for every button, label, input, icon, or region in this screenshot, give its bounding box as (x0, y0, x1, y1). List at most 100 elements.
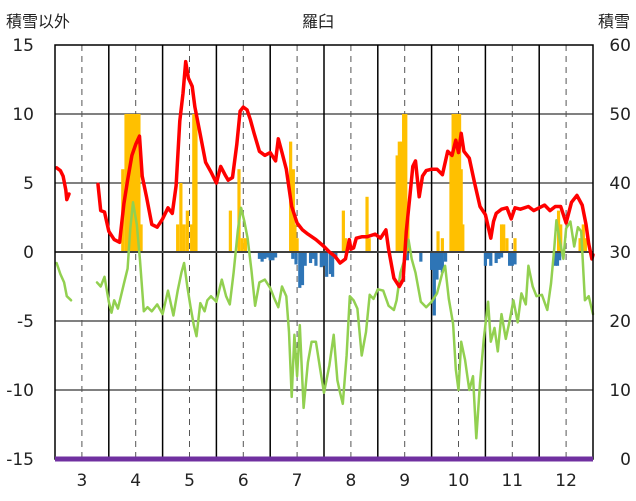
snow-bar-positive (449, 155, 453, 252)
snow-bar-negative (268, 252, 272, 261)
right-tick-label: 20 (609, 312, 631, 332)
left-tick-label: 0 (23, 243, 34, 263)
snow-bar-positive (194, 114, 198, 252)
chart-title: 羅臼 (302, 12, 334, 31)
x-tick-label: 6 (238, 471, 249, 491)
right-tick-label: 30 (609, 243, 631, 263)
right-tick-label: 60 (609, 36, 631, 56)
snow-bar-positive (581, 224, 585, 252)
x-tick-label: 8 (345, 471, 356, 491)
series-line-red (96, 59, 595, 289)
plot-frame (54, 44, 594, 462)
snow-bar-negative (405, 252, 409, 261)
snow-bar-positive (237, 169, 241, 252)
snow-bar-negative (558, 252, 562, 261)
snow-bar-positive (453, 114, 457, 252)
x-tick-label: 5 (184, 471, 195, 491)
x-tick-label: 10 (448, 471, 470, 491)
snow-bar-negative (553, 252, 557, 266)
right-tick-label: 0 (620, 450, 631, 470)
snow-bar-positive (240, 238, 244, 252)
left-tick-label: 5 (23, 174, 34, 194)
right-tick-label: 10 (609, 381, 631, 401)
snow-bar-positive (451, 114, 455, 252)
left-tick-label: -10 (6, 381, 34, 401)
x-tick-label: 7 (292, 471, 303, 491)
snow-bar-positive (290, 210, 294, 252)
snow-bar-positive (399, 141, 404, 252)
snow-bar-negative (430, 252, 434, 270)
snow-bar-positive (505, 238, 509, 252)
right-tick-label: 40 (609, 174, 631, 194)
snow-bar-positive (513, 238, 517, 252)
snow-bar-positive (343, 238, 348, 252)
snow-bar-positive (367, 238, 371, 252)
x-tick-label: 12 (555, 471, 577, 491)
snow-bar-negative (419, 252, 423, 262)
snow-bar-positive (459, 169, 463, 252)
snow-bar-negative (263, 252, 267, 259)
snow-bar-negative (273, 252, 278, 258)
snow-bar-positive (133, 114, 137, 252)
snow-bar-positive (135, 114, 139, 252)
snow-bar-positive (436, 231, 440, 252)
snow-bar-positive (457, 114, 462, 252)
snow-bar-negative (432, 252, 436, 316)
snow-bar-negative (494, 252, 498, 264)
snow-bar-positive (455, 114, 460, 252)
left-tick-label: 10 (12, 105, 34, 125)
right-tick-label: 50 (609, 105, 631, 125)
snow-bar-positive (243, 238, 248, 252)
snow-bar-negative (314, 252, 318, 266)
snow-bar-negative (499, 252, 504, 258)
snow-bar-negative (440, 252, 444, 273)
snow-bar-negative (435, 252, 439, 280)
snow-bar-positive (440, 238, 444, 252)
snow-bar-negative (438, 252, 442, 270)
snow-bar-positive (137, 114, 141, 252)
x-tick-label: 11 (501, 471, 523, 491)
series-line-green (55, 261, 73, 302)
snow-bar-negative (510, 252, 514, 266)
snow-bar-positive (395, 155, 399, 252)
snow-bar-positive (130, 114, 135, 252)
snow-bar-positive (228, 210, 232, 252)
snow-bar-positive (293, 224, 297, 252)
snow-bar-positive (176, 224, 180, 252)
snow-bar-negative (486, 252, 490, 259)
snow-bar-positive (185, 210, 189, 252)
series-line-green (95, 201, 595, 440)
snow-bar-negative (555, 252, 560, 266)
snow-bar-positive (182, 224, 186, 252)
snow-bar-negative (489, 252, 493, 266)
snow-bar-negative (298, 252, 302, 288)
snow-bar-positive (461, 224, 465, 252)
snow-bar-positive (397, 141, 401, 252)
x-tick-label: 4 (130, 471, 141, 491)
snow-bar-positive (583, 238, 588, 252)
snow-bar-negative (257, 252, 262, 259)
snow-bar-negative (294, 252, 298, 265)
snow-bar-positive (179, 183, 183, 252)
snow-bar-positive (499, 224, 504, 252)
x-tick-label: 9 (399, 471, 410, 491)
snow-bar-positive (402, 114, 406, 252)
snow-bar-negative (328, 252, 333, 275)
snow-bar-positive (190, 224, 194, 252)
snow-bar-negative (483, 252, 487, 266)
snow-bar-positive (341, 210, 345, 252)
snow-bar-negative (291, 252, 295, 259)
line-series (54, 59, 595, 440)
snow-bar-negative (443, 252, 448, 262)
snow-bar-negative (513, 252, 517, 265)
right-axis-title: 積雪 (598, 12, 630, 31)
bar-series (121, 114, 588, 316)
left-tick-label: -15 (6, 450, 34, 470)
snow-bar-positive (404, 114, 408, 252)
snow-bar-negative (300, 252, 305, 286)
snow-bar-positive (365, 196, 369, 252)
snow-bar-negative (308, 252, 313, 264)
snow-bar-negative (271, 252, 275, 261)
